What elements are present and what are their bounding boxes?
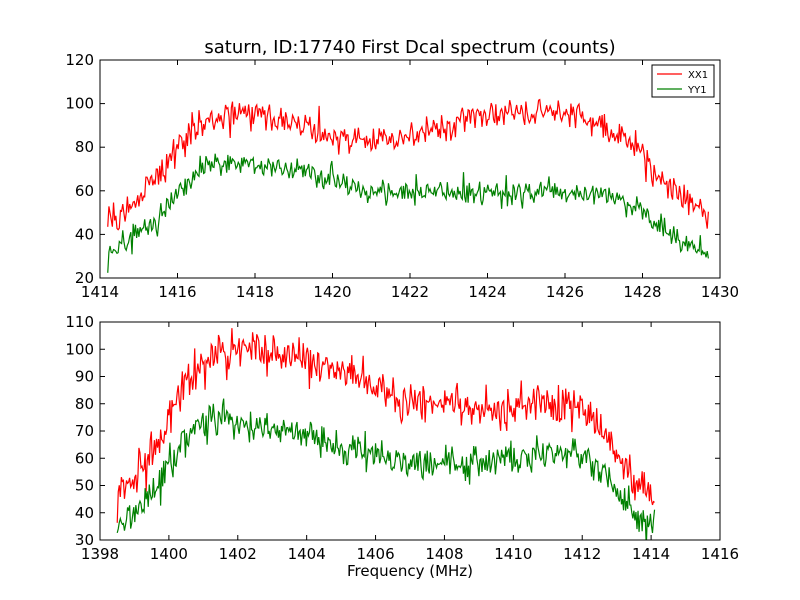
series-line-yy1 bbox=[107, 153, 709, 273]
x-tick-label: 1406 bbox=[356, 545, 394, 563]
y-tick-label: 20 bbox=[75, 269, 94, 287]
x-tick-label: 1416 bbox=[701, 545, 739, 563]
series-line-xx1 bbox=[107, 98, 709, 231]
legend bbox=[651, 64, 715, 98]
y-tick-label: 60 bbox=[75, 449, 94, 467]
y-tick-label: 40 bbox=[75, 504, 94, 522]
y-tick-label: 120 bbox=[65, 51, 94, 69]
y-tick-label: 40 bbox=[75, 225, 94, 243]
x-tick-label: 1430 bbox=[701, 283, 739, 301]
x-tick-label: 1418 bbox=[236, 283, 274, 301]
series-line-panel1-1 bbox=[116, 398, 656, 540]
y-tick-label: 110 bbox=[65, 313, 94, 331]
x-tick-label: 1402 bbox=[219, 545, 257, 563]
x-tick-label: 1412 bbox=[563, 545, 601, 563]
y-tick-label: 100 bbox=[65, 95, 94, 113]
x-tick-label: 1422 bbox=[391, 283, 429, 301]
x-tick-label: 1408 bbox=[425, 545, 463, 563]
x-tick-label: 1398 bbox=[81, 545, 119, 563]
y-tick-label: 50 bbox=[75, 477, 94, 495]
legend-label: XX1 bbox=[688, 70, 708, 81]
y-tick-label: 80 bbox=[75, 138, 94, 156]
x-axis-label: Frequency (MHz) bbox=[347, 562, 473, 580]
top-panel: 1414 1416 1418 1420 1422 1424 1426 1428 1430 20 40… bbox=[65, 51, 739, 301]
axes-frame bbox=[99, 59, 721, 279]
chart-title: saturn, ID:17740 First Dcal spectrum (co… bbox=[204, 37, 615, 58]
y-tick-label: 30 bbox=[75, 531, 94, 549]
y-tick-label: 100 bbox=[65, 340, 94, 358]
y-tick-label: 90 bbox=[75, 368, 94, 386]
x-tick-label: 1404 bbox=[288, 545, 326, 563]
series-line-panel1-0 bbox=[116, 328, 655, 523]
x-tick-label: 1424 bbox=[468, 283, 506, 301]
x-tick-label: 1416 bbox=[158, 283, 196, 301]
legend-label: YY1 bbox=[687, 85, 707, 96]
bottom-panel: 1398 1400 1402 1404 1406 1408 1410 1412 1414 1416… bbox=[65, 313, 739, 580]
x-tick-label: 1410 bbox=[494, 545, 532, 563]
y-tick-label: 70 bbox=[75, 422, 94, 440]
x-tick-label: 1426 bbox=[546, 283, 584, 301]
x-tick-label: 1414 bbox=[632, 545, 670, 563]
y-tick-label: 80 bbox=[75, 395, 94, 413]
x-tick-label: 1420 bbox=[313, 283, 351, 301]
y-tick-label: 60 bbox=[75, 182, 94, 200]
x-tick-label: 1414 bbox=[81, 283, 119, 301]
x-tick-label: 1428 bbox=[623, 283, 661, 301]
x-tick-label: 1400 bbox=[150, 545, 188, 563]
